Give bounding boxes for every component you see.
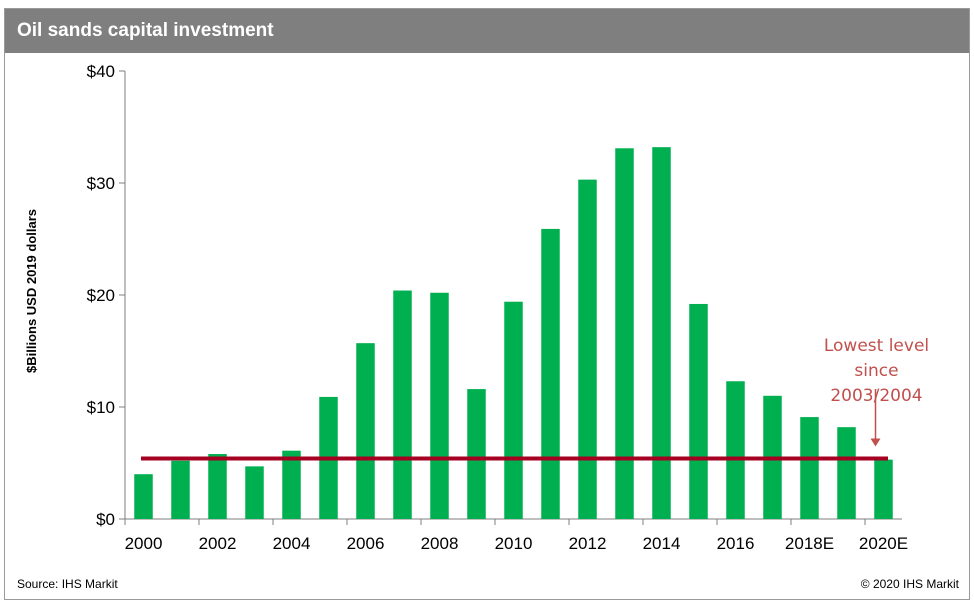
x-tick-label: 2000 bbox=[125, 534, 163, 553]
y-axis-label: $Billions USD 2019 dollars bbox=[24, 209, 39, 373]
bar-2012 bbox=[578, 179, 597, 519]
x-tick-label: 2002 bbox=[199, 534, 237, 553]
x-tick-label: 2020E bbox=[859, 534, 908, 553]
x-tick-label: 2016 bbox=[717, 534, 755, 553]
bar-2019E bbox=[837, 427, 856, 519]
copyright-note: © 2020 IHS Markit bbox=[860, 577, 959, 591]
chart-title: Oil sands capital investment bbox=[17, 20, 274, 41]
y-tick-label: $40 bbox=[87, 62, 115, 81]
bars bbox=[134, 147, 893, 520]
annotation-group: Lowest level since 2003/2004 bbox=[824, 336, 929, 447]
source-note: Source: IHS Markit bbox=[17, 577, 118, 591]
y-axis: $0 $10 $20 $30 $40 bbox=[87, 62, 126, 529]
bar-2007 bbox=[393, 290, 412, 519]
bar-2016 bbox=[726, 381, 745, 519]
y-tick-label: $0 bbox=[96, 510, 115, 529]
x-tick-label: 2012 bbox=[569, 534, 607, 553]
x-axis: 2000 2002 2004 2006 2008 2010 2012 2014 2016 2018… bbox=[124, 518, 908, 553]
x-tick-label: 2008 bbox=[421, 534, 459, 553]
bar-2013 bbox=[615, 148, 634, 519]
bar-2009 bbox=[467, 389, 486, 519]
bar-2006 bbox=[356, 343, 375, 519]
y-tick-label: $20 bbox=[87, 286, 115, 305]
bar-2010 bbox=[504, 301, 523, 519]
y-tick-label: $30 bbox=[87, 174, 115, 193]
bar-2008 bbox=[430, 292, 449, 519]
bar-2004 bbox=[282, 450, 301, 519]
annotation-line: 2003/2004 bbox=[830, 386, 922, 406]
bar-2020E bbox=[874, 459, 893, 519]
bar-2000 bbox=[134, 474, 153, 519]
bar-2011 bbox=[541, 228, 560, 520]
bar-2015 bbox=[689, 303, 708, 519]
x-tick-label: 2010 bbox=[495, 534, 533, 553]
y-tick-label: $10 bbox=[87, 398, 115, 417]
x-tick-label: 2014 bbox=[643, 534, 681, 553]
bar-2002 bbox=[208, 454, 227, 519]
chart-header: Oil sands capital investment bbox=[5, 9, 969, 53]
bar-2018E bbox=[800, 417, 819, 519]
x-tick-label: 2004 bbox=[273, 534, 311, 553]
x-tick-label: 2006 bbox=[347, 534, 385, 553]
annotation-line: Lowest level bbox=[824, 336, 929, 356]
x-tick-label: 2018E bbox=[785, 534, 834, 553]
annotation-line: since bbox=[854, 361, 898, 381]
bar-2014 bbox=[652, 147, 671, 519]
annotation-arrow-head bbox=[870, 438, 881, 447]
bar-2003 bbox=[245, 466, 264, 519]
bar-2001 bbox=[171, 460, 190, 519]
bar-chart: $0$10$20$30$40 2000 2002 2004 2006 2008 2010 2… bbox=[24, 62, 929, 553]
chart-frame: Oil sands capital investment $0 $10 $20 $30… bbox=[4, 8, 970, 600]
